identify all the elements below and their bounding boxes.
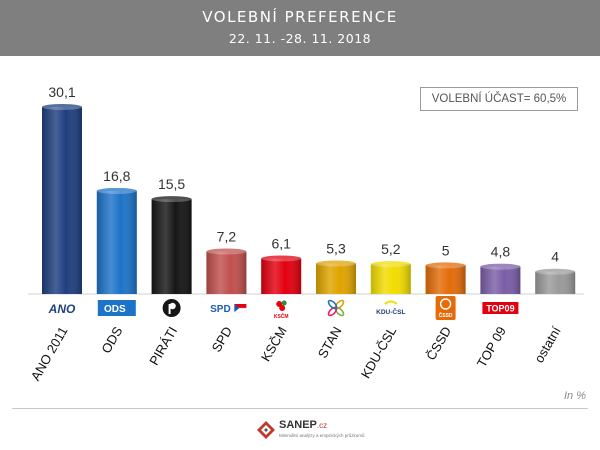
svg-text:KSČM: KSČM	[274, 313, 289, 320]
logo-kscm-icon: KSČM	[274, 300, 289, 320]
turnout-box: VOLEBNÍ ÚČAST= 60,5%	[420, 87, 578, 111]
bar-top-09	[480, 263, 521, 294]
logo-cssd-icon: ČSSD	[435, 296, 456, 320]
category-label-pirati: PIRÁTI	[146, 324, 180, 368]
category-label-kscm: KSČM	[258, 324, 290, 364]
value-label-ods: 16,8	[103, 168, 130, 184]
chart-header: VOLEBNÍ PREFERENCE 22. 11. -28. 11. 2018	[0, 0, 600, 56]
bar-ano-2011	[42, 103, 82, 294]
footer-divider	[12, 408, 588, 409]
category-label-ods: ODS	[98, 324, 125, 356]
unit-label: In %	[563, 390, 586, 402]
category-label-cssd: ČSSD	[423, 324, 454, 363]
value-label-cssd: 5	[442, 242, 450, 258]
value-label-kdu-csl: 5,2	[381, 241, 401, 257]
logo-ods-icon: ODS	[97, 300, 136, 316]
category-label-ostatni: ostatní	[531, 324, 564, 366]
logo-pirati-icon	[162, 299, 181, 317]
svg-text:ODS: ODS	[104, 304, 126, 315]
sanep-brand: SANEP.cz	[279, 419, 328, 431]
chart-title: VOLEBNÍ PREFERENCE	[202, 8, 398, 26]
bar-stan	[316, 260, 356, 294]
logo-ano-2011-icon: ANO	[48, 302, 76, 316]
svg-text:ČSSD: ČSSD	[439, 312, 453, 319]
logo-stan-icon	[327, 299, 345, 317]
category-label-ano-2011: ANO 2011	[28, 324, 71, 383]
value-label-stan: 5,3	[326, 241, 346, 257]
bar-kdu-csl	[370, 261, 411, 294]
logo-kdu-csl-icon: KDU-ČSL	[376, 300, 405, 316]
svg-text:ANO: ANO	[48, 302, 76, 316]
bar-spd	[206, 248, 247, 294]
bar-kscm	[261, 255, 302, 294]
category-label-spd: SPD	[209, 324, 235, 355]
value-label-kscm: 6,1	[271, 235, 291, 251]
logo-top-09-icon: TOP09	[482, 302, 519, 314]
bar-cssd	[425, 262, 466, 294]
value-label-ostatni: 4	[551, 249, 559, 265]
bar-ostatni	[535, 268, 576, 294]
sanep-logo: SANEP.cz Minimální analýzy a empirických…	[256, 418, 365, 444]
bar-chart: 30,1 16,8 15,5 7,2 6,1 5,3 5,2 5 4,8 4 ANO ODS SPD K…	[28, 84, 584, 383]
value-label-ano-2011: 30,1	[48, 84, 75, 100]
sanep-tagline: Minimální analýzy a empirických průzkumů	[279, 433, 365, 438]
category-label-stan: STAN	[315, 324, 345, 361]
svg-text:TOP09: TOP09	[486, 304, 514, 314]
logo-spd-icon: SPD	[210, 304, 247, 315]
value-label-top-09: 4,8	[491, 244, 511, 260]
value-label-pirati: 15,5	[158, 176, 185, 192]
bar-ods	[96, 187, 137, 294]
category-label-kdu-csl: KDU-ČSL	[358, 324, 400, 381]
category-label-top-09: TOP 09	[474, 324, 509, 370]
bar-pirati	[151, 196, 192, 294]
sanep-logo-icon	[257, 421, 275, 439]
svg-text:KDU-ČSL: KDU-ČSL	[376, 307, 405, 316]
value-label-spd: 7,2	[217, 229, 237, 245]
chart-date-range: 22. 11. -28. 11. 2018	[228, 31, 372, 46]
svg-text:SPD: SPD	[210, 304, 231, 315]
